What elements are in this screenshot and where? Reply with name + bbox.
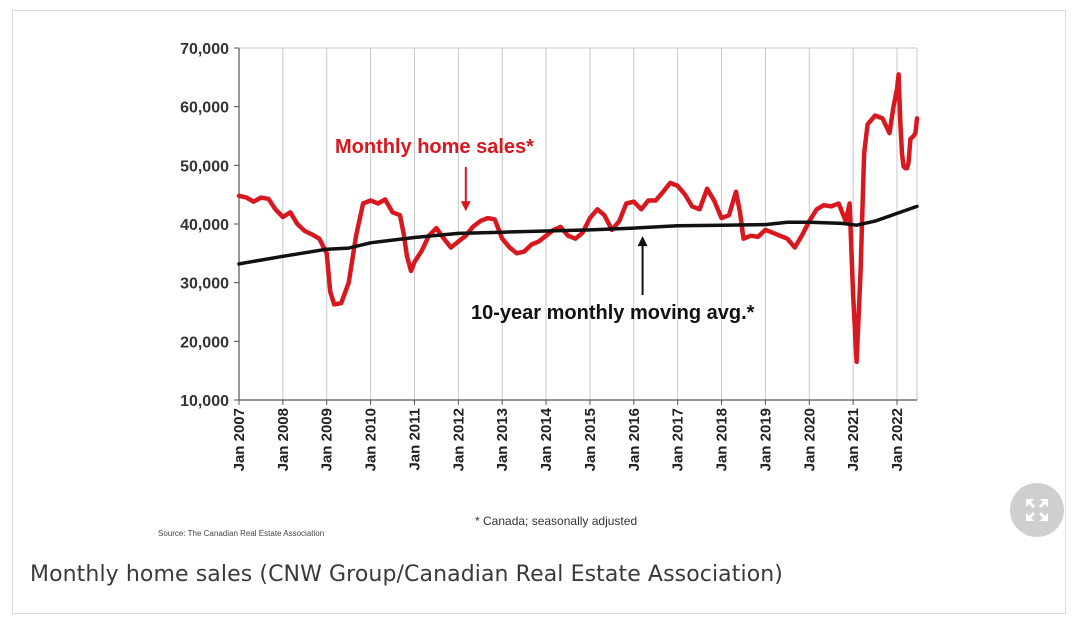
series-line-monthly-sales [236,72,920,365]
y-tick-label: 20,000 [180,334,229,351]
series-line-moving-average [237,204,919,266]
line-chart: 70,000 60,000 50,000 40,000 30,000 20,000 10,0… [158,41,920,538]
y-tick-label: 70,000 [180,41,229,58]
annotation-arrow-head [637,236,648,247]
annotation-moving-average: 10-year monthly moving avg.* [471,302,755,324]
x-tick-label: Jan 2014 [538,407,555,471]
chart-source: Source: The Canadian Real Estate Associa… [158,529,324,538]
y-tick-label: 40,000 [180,217,229,234]
x-tick-label: Jan 2010 [363,408,380,471]
x-tick-label: Jan 2009 [319,408,336,471]
x-tick-label: Jan 2008 [275,408,292,471]
x-tick-label: Jan 2007 [231,408,248,471]
annotation-monthly-sales: Monthly home sales* [335,136,534,158]
x-tick-label: Jan 2021 [845,408,862,471]
figure-card: 70,000 60,000 50,000 40,000 30,000 20,000 10,0… [12,10,1066,614]
x-tick-label: Jan 2016 [626,408,643,471]
y-tick-label: 60,000 [180,100,229,117]
x-tick-label: Jan 2020 [801,408,818,471]
annotation-arrow-head [460,201,471,212]
x-tick-label: Jan 2018 [714,408,731,471]
x-tick-label: Jan 2012 [450,408,467,471]
x-tick-label: Jan 2019 [757,408,774,471]
x-tick-label: Jan 2017 [670,408,687,471]
x-tick-label: Jan 2013 [494,408,511,471]
y-tick-label: 50,000 [180,158,229,175]
x-tick-label: Jan 2011 [406,408,423,471]
x-tick-label: Jan 2022 [889,408,906,471]
x-tick-label: Jan 2015 [582,408,599,471]
expand-icon [1026,499,1048,521]
y-tick-label: 30,000 [180,276,229,293]
figure-caption: Monthly home sales (CNW Group/Canadian R… [30,562,783,587]
y-tick-label: 10,000 [180,393,229,410]
expand-button[interactable] [1010,483,1064,537]
chart-footnote: * Canada; seasonally adjusted [475,514,637,528]
